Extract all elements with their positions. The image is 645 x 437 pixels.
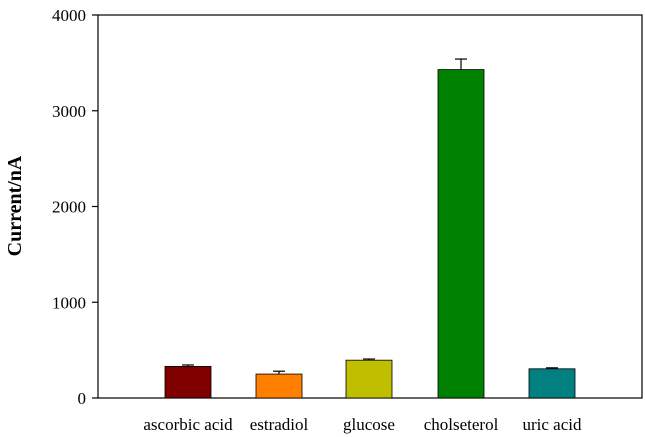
y-tick-label: 2000 [52, 198, 86, 217]
bar-ascorbic-acid [164, 366, 212, 399]
bar-glucose [345, 359, 393, 399]
x-tick-label: ascorbic acid [143, 415, 233, 434]
x-tick-label: uric acid [523, 415, 582, 434]
y-axis-title: Current/nA [4, 155, 26, 256]
y-tick-label: 1000 [52, 293, 86, 312]
x-axis: ascorbic acid estradiol glucose cholseterol… [143, 415, 582, 434]
x-tick-label: estradiol [250, 415, 309, 434]
error-bar-glucose [363, 358, 375, 361]
x-tick-label: glucose [343, 415, 395, 434]
bar-cholseterol [437, 69, 485, 399]
error-bar-uric-acid [546, 367, 558, 369]
plot-frame [97, 14, 643, 399]
y-tick-label: 3000 [52, 102, 86, 121]
bar-estradiol [255, 373, 303, 399]
plot-area [97, 14, 643, 399]
error-bar-estradiol [273, 370, 285, 375]
error-bar-cholseterol [455, 58, 467, 70]
y-tick-label: 4000 [52, 6, 86, 25]
y-axis: 0 1000 2000 3000 4000 [52, 6, 98, 408]
x-tick-label: cholseterol [424, 415, 499, 434]
error-bar-ascorbic-acid [182, 364, 194, 367]
y-tick-label: 0 [78, 389, 87, 408]
bar-uric-acid [528, 368, 576, 399]
